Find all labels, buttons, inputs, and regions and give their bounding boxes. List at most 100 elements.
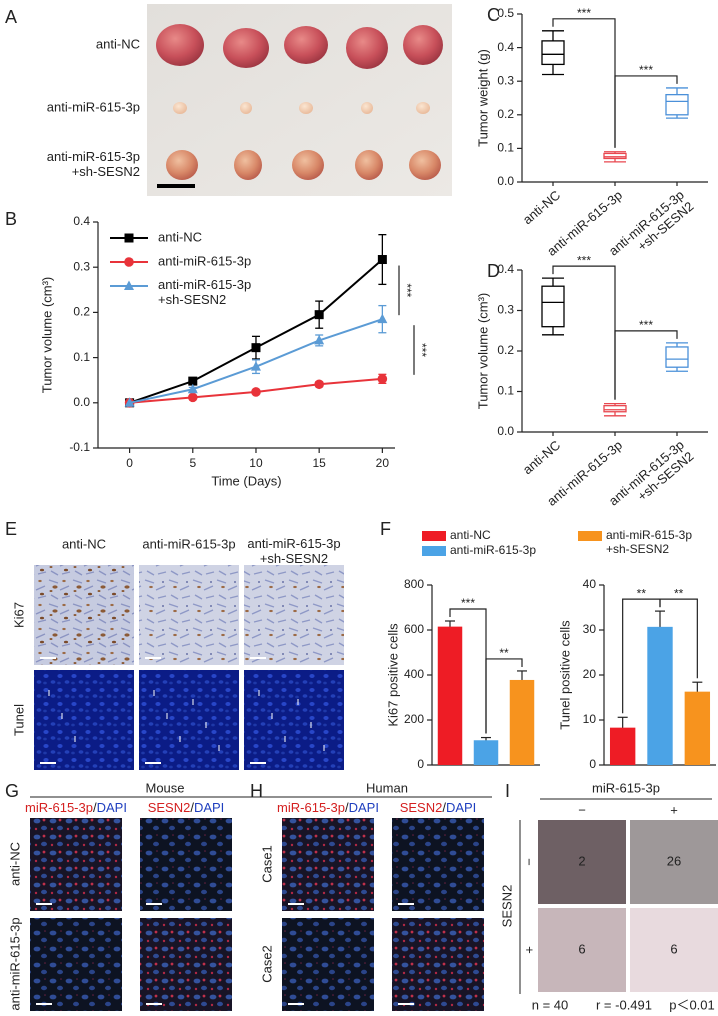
y-tick-label: 0.2 xyxy=(497,107,514,121)
label-part: SESN2 xyxy=(400,800,443,815)
column-label: + xyxy=(670,802,678,817)
tumor xyxy=(409,150,441,180)
tumor xyxy=(223,28,269,68)
panel-label: H xyxy=(250,781,263,801)
micrograph xyxy=(282,818,374,911)
y-tick-label: 0.4 xyxy=(497,262,514,276)
panel-title: Human xyxy=(366,780,408,795)
row-label: anti-miR-615-3p xyxy=(7,917,22,1010)
tumor xyxy=(355,150,383,180)
data-point xyxy=(314,310,324,320)
label-part: DAPI xyxy=(349,800,379,815)
micrograph xyxy=(34,670,134,770)
row-label: Case2 xyxy=(259,945,274,983)
legend-label: anti-miR-615-3p xyxy=(158,253,251,268)
micrograph xyxy=(34,565,134,665)
label-part: / xyxy=(190,800,194,815)
y-tick-label: 0.0 xyxy=(497,174,514,188)
label-part: / xyxy=(442,800,446,815)
y-tick-label: 40 xyxy=(583,577,597,591)
label-part: miR-615-3p xyxy=(277,800,345,815)
significance-label: *** xyxy=(577,253,591,267)
row-label: Case1 xyxy=(259,845,274,883)
legend-label: anti-miR-615-3p +sh-SESN2 xyxy=(158,277,251,307)
micrograph xyxy=(244,565,344,665)
x-tick-label: anti-NC xyxy=(520,187,563,227)
data-point xyxy=(314,379,324,390)
data-point xyxy=(251,387,261,397)
micrograph xyxy=(244,670,344,770)
row-label: anti-miR-615-3p xyxy=(47,99,140,114)
box xyxy=(541,40,565,66)
y-tick-label: -0.1 xyxy=(69,440,90,454)
tumor xyxy=(346,27,388,69)
x-tick-label: 15 xyxy=(312,456,326,470)
row-header: SESN2 xyxy=(499,885,514,928)
column-label: SESN2/DAPI xyxy=(400,800,477,815)
legend-swatch xyxy=(578,531,602,541)
tumor xyxy=(173,102,187,114)
y-tick-label: 0.5 xyxy=(497,6,514,20)
y-tick-label: 0.1 xyxy=(497,384,514,398)
significance-label: *** xyxy=(415,343,429,357)
significance-label: *** xyxy=(400,283,414,297)
significance-bracket xyxy=(614,330,678,400)
tumor xyxy=(361,102,373,114)
label-part: SESN2 xyxy=(148,800,191,815)
column-label: miR-615-3p/DAPI xyxy=(277,800,379,815)
legend-marker xyxy=(124,233,134,243)
y-tick-label: 600 xyxy=(404,622,424,636)
y-tick-label: 0.3 xyxy=(73,259,90,273)
legend-label: anti-miR-615-3p +sh-SESN2 xyxy=(606,528,692,556)
panel-title: Mouse xyxy=(145,780,184,795)
data-point xyxy=(314,334,325,345)
box xyxy=(665,346,689,368)
y-tick-label: 10 xyxy=(583,712,597,726)
panel-label: I xyxy=(505,781,510,801)
y-tick-label: 0.0 xyxy=(497,424,514,438)
y-axis-label: Tumor weight (g) xyxy=(475,49,490,147)
bar xyxy=(437,626,463,765)
row-label: − xyxy=(521,858,536,866)
micrograph xyxy=(139,670,239,770)
data-point xyxy=(251,343,261,353)
x-axis-label: Time (Days) xyxy=(211,473,281,488)
label-part: miR-615-3p xyxy=(25,800,93,815)
bar xyxy=(684,691,711,765)
row-label: anti-miR-615-3p +sh-SESN2 xyxy=(47,149,140,179)
x-tick-label: 5 xyxy=(189,456,196,470)
column-header: miR-615-3p xyxy=(592,780,660,795)
significance-bracket xyxy=(659,598,698,679)
significance-label: ** xyxy=(637,586,647,600)
y-tick-label: 0.4 xyxy=(497,40,514,54)
panel-label: E xyxy=(5,519,17,539)
significance-bracket xyxy=(614,75,678,148)
footer-stat: p＜0.01 xyxy=(669,997,715,1012)
column-label: miR-615-3p/DAPI xyxy=(25,800,127,815)
panel-label: D xyxy=(487,261,500,281)
significance-label: *** xyxy=(461,596,475,610)
column-label: − xyxy=(578,802,586,817)
y-axis-label: Tunel positive cells xyxy=(557,620,572,730)
data-point xyxy=(377,374,388,384)
micrograph xyxy=(140,918,232,1011)
cell-count: 26 xyxy=(667,853,681,868)
legend-swatch xyxy=(422,531,446,541)
y-tick-label: 200 xyxy=(404,712,424,726)
data-point xyxy=(124,397,135,407)
significance-label: ** xyxy=(674,586,684,600)
x-tick-label: 20 xyxy=(376,456,390,470)
data-point xyxy=(188,376,198,386)
significance-label: *** xyxy=(639,63,653,77)
x-tick-label: anti-NC xyxy=(520,437,563,477)
cell-count: 2 xyxy=(578,853,585,868)
micrograph xyxy=(140,818,232,911)
y-tick-label: 0.0 xyxy=(73,395,90,409)
y-tick-label: 30 xyxy=(583,622,597,636)
y-tick-label: 0.1 xyxy=(497,141,514,155)
tumor xyxy=(240,102,252,114)
data-point xyxy=(377,255,387,265)
x-tick-label: 0 xyxy=(126,456,133,470)
y-tick-label: 0.2 xyxy=(497,343,514,357)
label-part: DAPI xyxy=(97,800,127,815)
